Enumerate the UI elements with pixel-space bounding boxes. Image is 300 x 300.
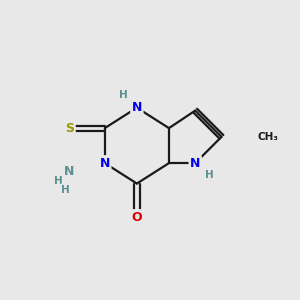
Text: N: N — [190, 157, 200, 169]
Text: H: H — [61, 185, 70, 195]
Text: N: N — [64, 165, 74, 178]
Text: N: N — [132, 101, 142, 114]
Text: O: O — [132, 211, 142, 224]
Text: CH₃: CH₃ — [258, 132, 279, 142]
Text: H: H — [205, 170, 214, 180]
Text: S: S — [65, 122, 74, 135]
Text: H: H — [119, 90, 128, 100]
Text: N: N — [100, 157, 110, 169]
Text: H: H — [54, 176, 62, 186]
